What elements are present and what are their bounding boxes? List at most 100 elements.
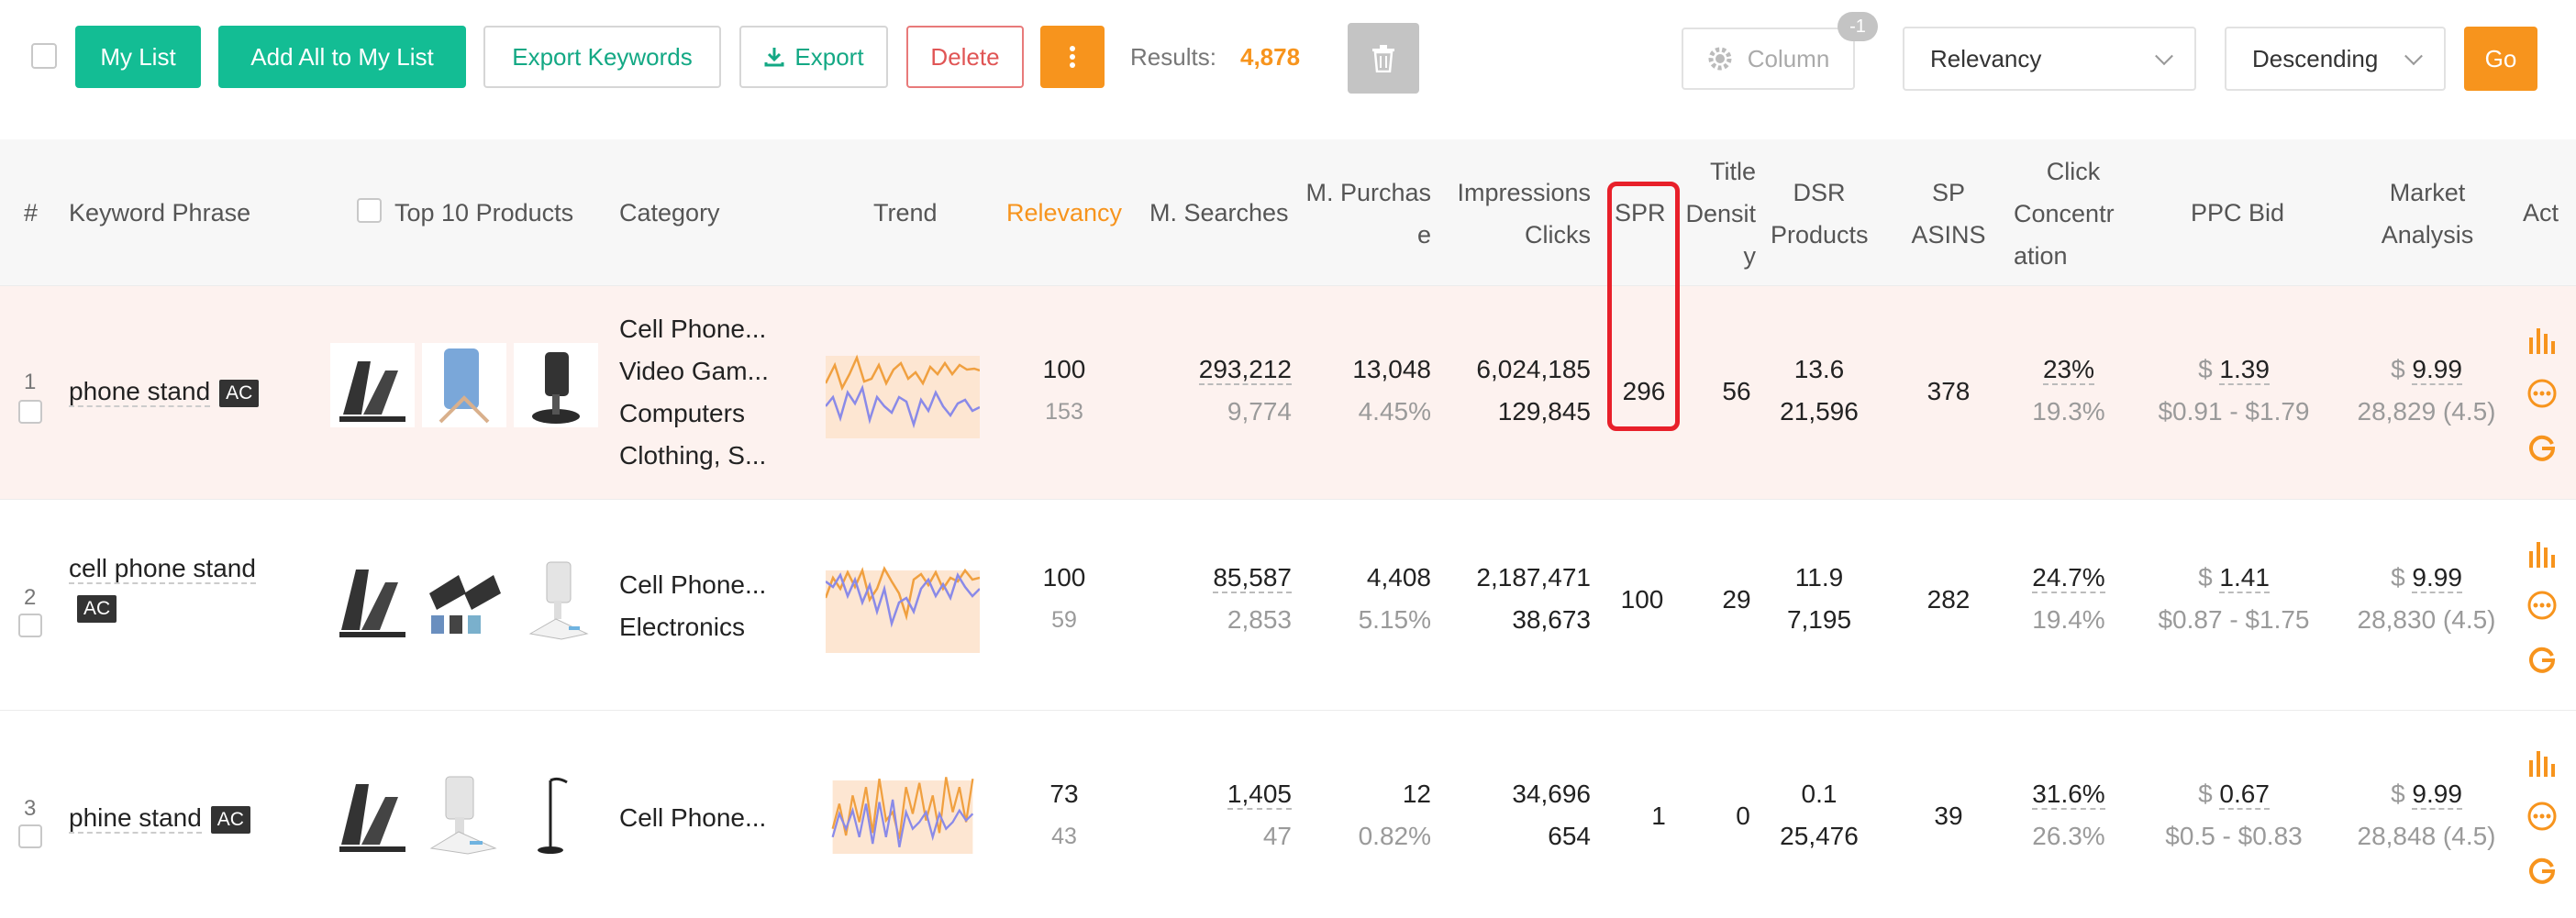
col-click-concentration[interactable]: Click Concentr ation [2014,150,2133,277]
col-sp-asins[interactable]: SP ASINS [1903,171,1994,256]
sort-field-select[interactable]: Relevancy [1903,27,2196,91]
trash-button[interactable] [1348,23,1419,94]
product-thumbnail[interactable] [422,343,506,427]
market-price[interactable]: $ 9.99 [2339,557,2514,599]
monthly-searches[interactable]: 293,212 [1128,348,1292,391]
sort-order-select[interactable]: Descending [2225,27,2446,91]
dsr-value: 13.6 [1793,355,1845,383]
export-button[interactable]: Export [739,26,888,88]
more-circle-icon[interactable] [2526,378,2558,409]
google-icon[interactable] [2526,854,2558,885]
google-icon[interactable] [2526,643,2558,674]
ac-badge: AC [219,379,260,407]
product-thumbnail[interactable] [514,557,598,641]
market-price-value[interactable]: 9.99 [2412,355,2462,385]
category-item[interactable]: Clothing, S... [619,441,767,470]
col-ppc-bid[interactable]: PPC Bid [2191,199,2285,227]
phone-stand-black-image [339,570,405,637]
product-thumbnail[interactable] [330,343,415,427]
click-concentration-value[interactable]: 23% [2042,355,2095,385]
trend-sparkline[interactable] [826,347,980,438]
trend-sparkline[interactable] [826,762,980,854]
category-item[interactable]: Cell Phone... [619,803,767,832]
more-circle-icon[interactable] [2526,801,2558,832]
market-currency: $ [2391,563,2405,592]
title-density-value: 0 [1736,802,1750,830]
col-relevancy[interactable]: Relevancy [1006,199,1123,227]
delete-button[interactable]: Delete [906,26,1024,88]
product-thumbnail[interactable] [330,771,415,856]
go-button[interactable]: Go [2464,27,2537,91]
ppc-bid-range: $0.91 - $1.79 [2158,397,2310,426]
bar-chart-icon[interactable] [2526,325,2558,356]
select-all-checkbox[interactable] [31,43,57,69]
monthly-searches-value[interactable]: 293,212 [1198,355,1292,385]
product-thumbnail[interactable] [330,557,415,641]
phone-stand-black-image [339,784,405,852]
top10-select-checkbox[interactable] [357,198,382,223]
col-spr[interactable]: SPR [1615,199,1666,227]
monthly-searches[interactable]: 1,405 [1128,773,1292,815]
table-header: # Keyword Phrase Top 10 Products Categor… [0,139,2576,286]
col-title-density-line3: y [1743,242,1757,270]
col-impressions-clicks[interactable]: Impressions Clicks [1431,171,1591,256]
download-icon [764,48,784,67]
export-keywords-button[interactable]: Export Keywords [483,26,721,88]
monthly-searches-value[interactable]: 85,587 [1213,563,1292,593]
market-price[interactable]: $ 9.99 [2339,773,2514,815]
market-price[interactable]: $ 9.99 [2339,348,2514,391]
add-all-to-my-list-button[interactable]: Add All to My List [218,26,466,88]
market-reviews: 28,830 (4.5) [2357,605,2496,634]
category-item[interactable]: Electronics [619,613,745,641]
row-checkbox[interactable] [18,824,42,848]
monthly-purchase: 12 [1402,780,1431,808]
monthly-searches-sub: 9,774 [1227,397,1292,426]
click-concentration[interactable]: 23% [2009,348,2128,391]
bar-chart-icon[interactable] [2526,747,2558,779]
click-concentration[interactable]: 31.6% [2009,773,2128,815]
keyword-link[interactable]: cell phone stand [69,554,256,584]
click-concentration[interactable]: 24.7% [2009,557,2128,599]
category-item[interactable]: Cell Phone... [619,315,767,343]
my-list-button[interactable]: My List [75,26,201,88]
ppc-bid[interactable]: $ 1.39 [2147,348,2321,391]
ppc-bid-value[interactable]: 0.67 [2219,780,2270,810]
more-circle-icon[interactable] [2526,590,2558,621]
category-item[interactable]: Video Gam... [619,357,769,385]
col-m-searches[interactable]: M. Searches [1149,199,1289,227]
ppc-bid[interactable]: $ 0.67 [2147,773,2321,815]
row-checkbox[interactable] [18,400,42,424]
category-item[interactable]: Computers [619,399,745,427]
col-dsr-products[interactable]: DSR Products [1771,171,1869,256]
monthly-searches[interactable]: 85,587 [1128,557,1292,599]
keyword-link[interactable]: phine stand [69,803,202,834]
trend-sparkline[interactable] [826,561,980,653]
market-price-value[interactable]: 9.99 [2412,780,2462,810]
product-thumbnail[interactable] [514,771,598,856]
google-icon[interactable] [2526,431,2558,462]
click-concentration-value[interactable]: 31.6% [2032,780,2105,810]
column-button[interactable]: Column [1682,28,1855,90]
col-m-purchase[interactable]: M. Purchas e [1301,171,1431,256]
col-keyword-phrase[interactable]: Keyword Phrase [69,199,251,227]
category-item[interactable]: Cell Phone... [619,570,767,599]
col-title-density[interactable]: Title Densit y [1675,150,1756,277]
ppc-bid[interactable]: $ 1.41 [2147,557,2321,599]
col-dsr: DSR [1793,179,1846,206]
market-price-value[interactable]: 9.99 [2412,563,2462,593]
click-concentration-sub: 26.3% [2032,822,2105,850]
column-label: Column [1747,44,1830,72]
gear-icon [1708,47,1732,71]
col-market-analysis[interactable]: Market Analysis [2372,171,2482,256]
row-checkbox[interactable] [18,614,42,637]
ppc-bid-value[interactable]: 1.39 [2219,355,2270,385]
product-thumbnail[interactable] [422,557,506,641]
keyword-link[interactable]: phone stand [69,377,211,407]
product-thumbnail[interactable] [514,343,598,427]
more-options-button[interactable] [1040,26,1105,88]
click-concentration-value[interactable]: 24.7% [2032,563,2105,593]
monthly-searches-value[interactable]: 1,405 [1227,780,1292,810]
ppc-bid-value[interactable]: 1.41 [2219,563,2270,593]
bar-chart-icon[interactable] [2526,538,2558,570]
product-thumbnail[interactable] [422,771,506,856]
